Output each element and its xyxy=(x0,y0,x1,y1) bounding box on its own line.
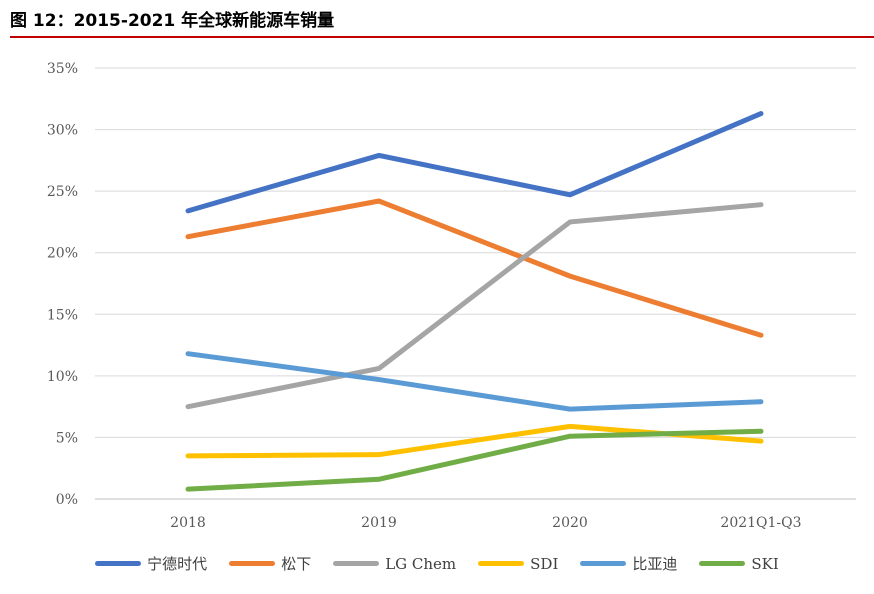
y-tick-label: 10% xyxy=(47,369,78,385)
legend: 宁德时代 松下 LG Chem SDI 比亚迪 SKI xyxy=(0,553,874,574)
series-line xyxy=(185,202,764,410)
legend-item: SKI xyxy=(699,554,779,573)
line-chart: 0% 5% 10% 15% 20% 25% 30% 35% 2018 2019 2020 2021Q… xyxy=(47,61,856,531)
x-tick-label: 2019 xyxy=(361,515,397,531)
y-tick-label: 15% xyxy=(47,307,78,323)
legend-label: SKI xyxy=(751,554,779,573)
y-tick-label: 0% xyxy=(56,492,78,508)
title-divider xyxy=(10,36,874,38)
series-lines xyxy=(185,111,764,492)
legend-label: 松下 xyxy=(281,555,312,573)
legend-item: SDI xyxy=(478,555,558,573)
legend-item: 松下 xyxy=(229,553,311,574)
legend-swatch xyxy=(95,561,142,566)
legend-label: SDI xyxy=(530,554,559,573)
x-tick-label: 2018 xyxy=(170,515,206,531)
y-axis-ticks: 0% 5% 10% 15% 20% 25% 30% 35% xyxy=(47,61,78,508)
legend-swatch xyxy=(333,561,380,566)
series-line xyxy=(185,428,764,492)
legend-item: 比亚迪 xyxy=(580,553,677,574)
legend-label: LG Chem xyxy=(385,554,457,573)
series-line xyxy=(185,198,764,338)
y-tick-label: 25% xyxy=(47,184,78,200)
x-axis-ticks: 2018 2019 2020 2021Q1-Q3 xyxy=(170,515,801,531)
x-tick-label: 2021Q1-Q3 xyxy=(720,515,801,531)
legend-label: 比亚迪 xyxy=(632,555,678,573)
legend-item: LG Chem xyxy=(333,555,456,573)
series-line xyxy=(185,423,764,459)
series-line xyxy=(185,351,764,412)
y-tick-label: 5% xyxy=(56,430,78,446)
x-tick-label: 2020 xyxy=(552,515,588,531)
y-tick-label: 20% xyxy=(47,246,78,262)
y-tick-label: 35% xyxy=(47,61,78,77)
legend-swatch xyxy=(580,561,627,566)
legend-item: 宁德时代 xyxy=(95,553,207,574)
y-tick-label: 30% xyxy=(47,123,78,139)
legend-label: 宁德时代 xyxy=(147,555,208,573)
legend-swatch xyxy=(229,561,276,566)
series-line xyxy=(185,111,764,214)
gridlines xyxy=(95,67,856,500)
figure-title: 图 12：2015-2021 年全球新能源车销量 xyxy=(10,11,335,31)
legend-swatch xyxy=(699,561,746,566)
legend-swatch xyxy=(478,561,525,566)
